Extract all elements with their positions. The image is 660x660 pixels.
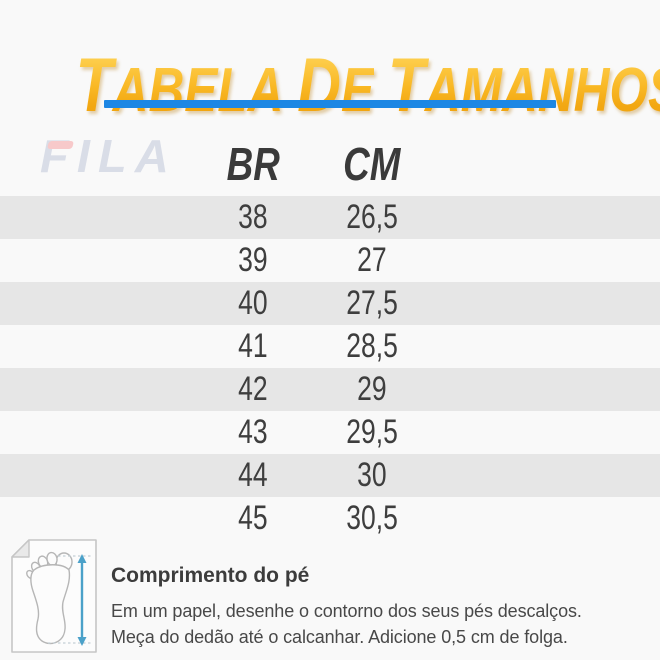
paper-fold-icon [11, 539, 30, 558]
cm-size-cell: 27 [357, 241, 387, 279]
br-size-cell: 45 [238, 499, 268, 537]
br-size-cell: 39 [238, 241, 268, 279]
br-size-cell: 38 [238, 198, 268, 236]
table-row: 38 26,5 [0, 196, 660, 239]
br-size-cell: 44 [238, 456, 268, 494]
table-row: 40 27,5 [0, 282, 660, 325]
table-row: 44 30 [0, 454, 660, 497]
cm-size-cell: 28,5 [346, 327, 398, 365]
instruction-line: Em um papel, desenhe o contorno dos seus… [111, 601, 582, 621]
measure-guides-icon [48, 555, 91, 644]
title-word: DE [297, 43, 375, 128]
title-word: TABELA [75, 43, 284, 128]
foot-sole-icon [30, 564, 71, 645]
cm-size-cell: 30 [357, 456, 387, 494]
measure-arrow-icon [77, 554, 87, 646]
cm-size-cell: 29 [357, 370, 387, 408]
column-header-br: BR [226, 138, 280, 190]
size-table: 38 26,5 39 27 40 27,5 41 28,5 42 29 [0, 196, 660, 540]
cm-size-cell: 27,5 [346, 284, 398, 322]
title-underline [104, 100, 556, 108]
measurement-instructions: Comprimento do pé Em um papel, desenhe o… [111, 564, 591, 650]
table-row: 42 29 [0, 368, 660, 411]
table-row: 39 27 [0, 239, 660, 282]
cm-size-cell: 29,5 [346, 413, 398, 451]
cm-size-cell: 26,5 [346, 198, 398, 236]
table-row: 45 30,5 [0, 497, 660, 540]
table-row: 43 29,5 [0, 411, 660, 454]
table-row: 41 28,5 [0, 325, 660, 368]
instruction-line: Meça do dedão até o calcanhar. Adicione … [111, 627, 568, 647]
title-word: TAMANHOS [388, 48, 660, 129]
br-size-cell: 42 [238, 370, 268, 408]
page-title: TABELA DE TAMANHOS [0, 6, 660, 170]
foot-measure-icon [11, 539, 97, 653]
cm-size-cell: 30,5 [346, 499, 398, 537]
br-size-cell: 41 [238, 327, 268, 365]
br-size-cell: 43 [238, 413, 268, 451]
instructions-heading: Comprimento do pé [111, 564, 310, 587]
fila-logo: FILA [40, 130, 177, 182]
page-title-text: TABELA DE TAMANHOS [76, 48, 660, 129]
column-header-cm: CM [343, 138, 401, 190]
table-header-row: BR CM [0, 133, 660, 195]
br-size-cell: 40 [238, 284, 268, 322]
